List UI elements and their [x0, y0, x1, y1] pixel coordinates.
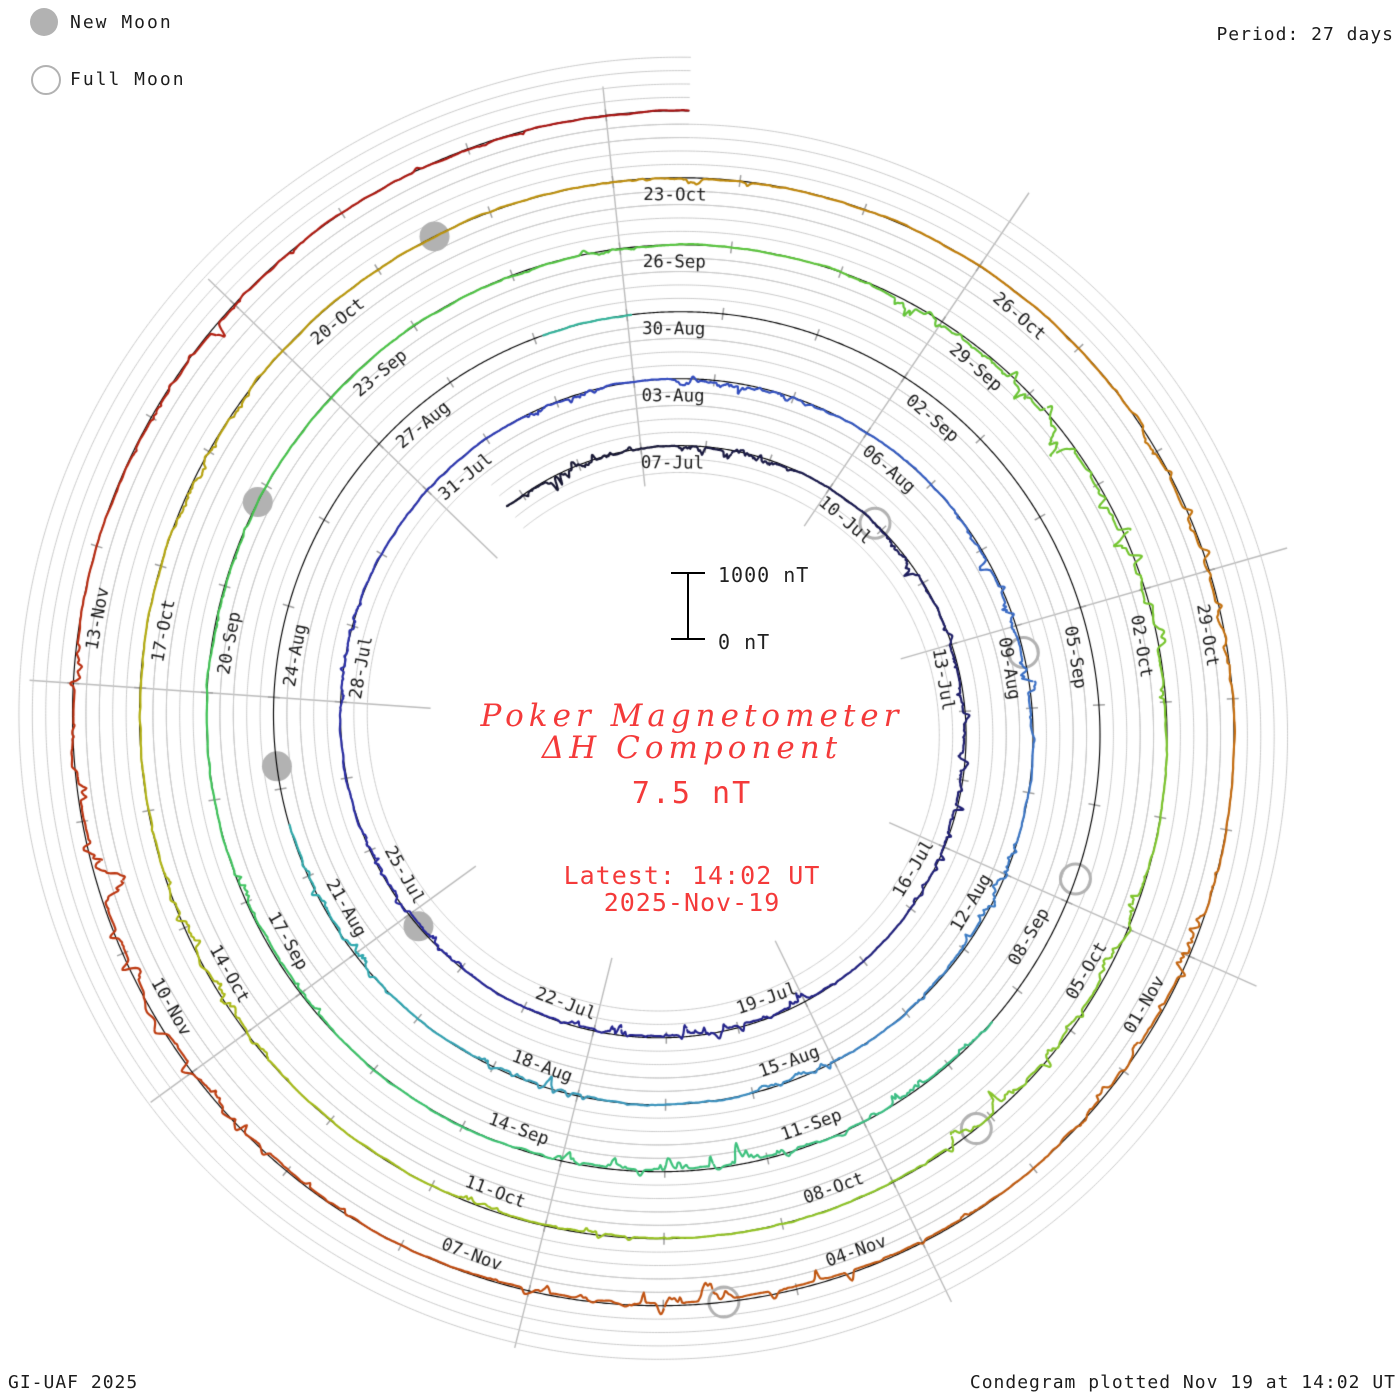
footer-plotted: Condegram plotted Nov 19 at 14:02 UT [969, 1372, 1396, 1393]
footer-credit: GI-UAF 2025 [8, 1372, 139, 1393]
new-moon-label: New Moon [70, 12, 173, 33]
period-label: Period: 27 days [1216, 24, 1394, 45]
scale-bar-top-label: 1000 nT [718, 563, 810, 587]
plot-title-line2: ΔH Component [541, 730, 843, 766]
latest-time: Latest: 14:02 UT [563, 861, 821, 890]
current-value: 7.5 nT [631, 776, 753, 811]
scale-bar-top-cap [671, 572, 705, 574]
full-moon-label: Full Moon [70, 69, 186, 90]
full-moon-icon [31, 65, 61, 95]
scale-bar-bottom-label: 0 nT [718, 630, 771, 654]
scale-bar-line [687, 573, 689, 640]
plot-title-line1: Poker Magnetometer [480, 698, 904, 734]
latest-date: 2025-Nov-19 [603, 888, 781, 917]
new-moon-icon [30, 8, 58, 36]
scale-bar-bottom-cap [671, 638, 705, 640]
